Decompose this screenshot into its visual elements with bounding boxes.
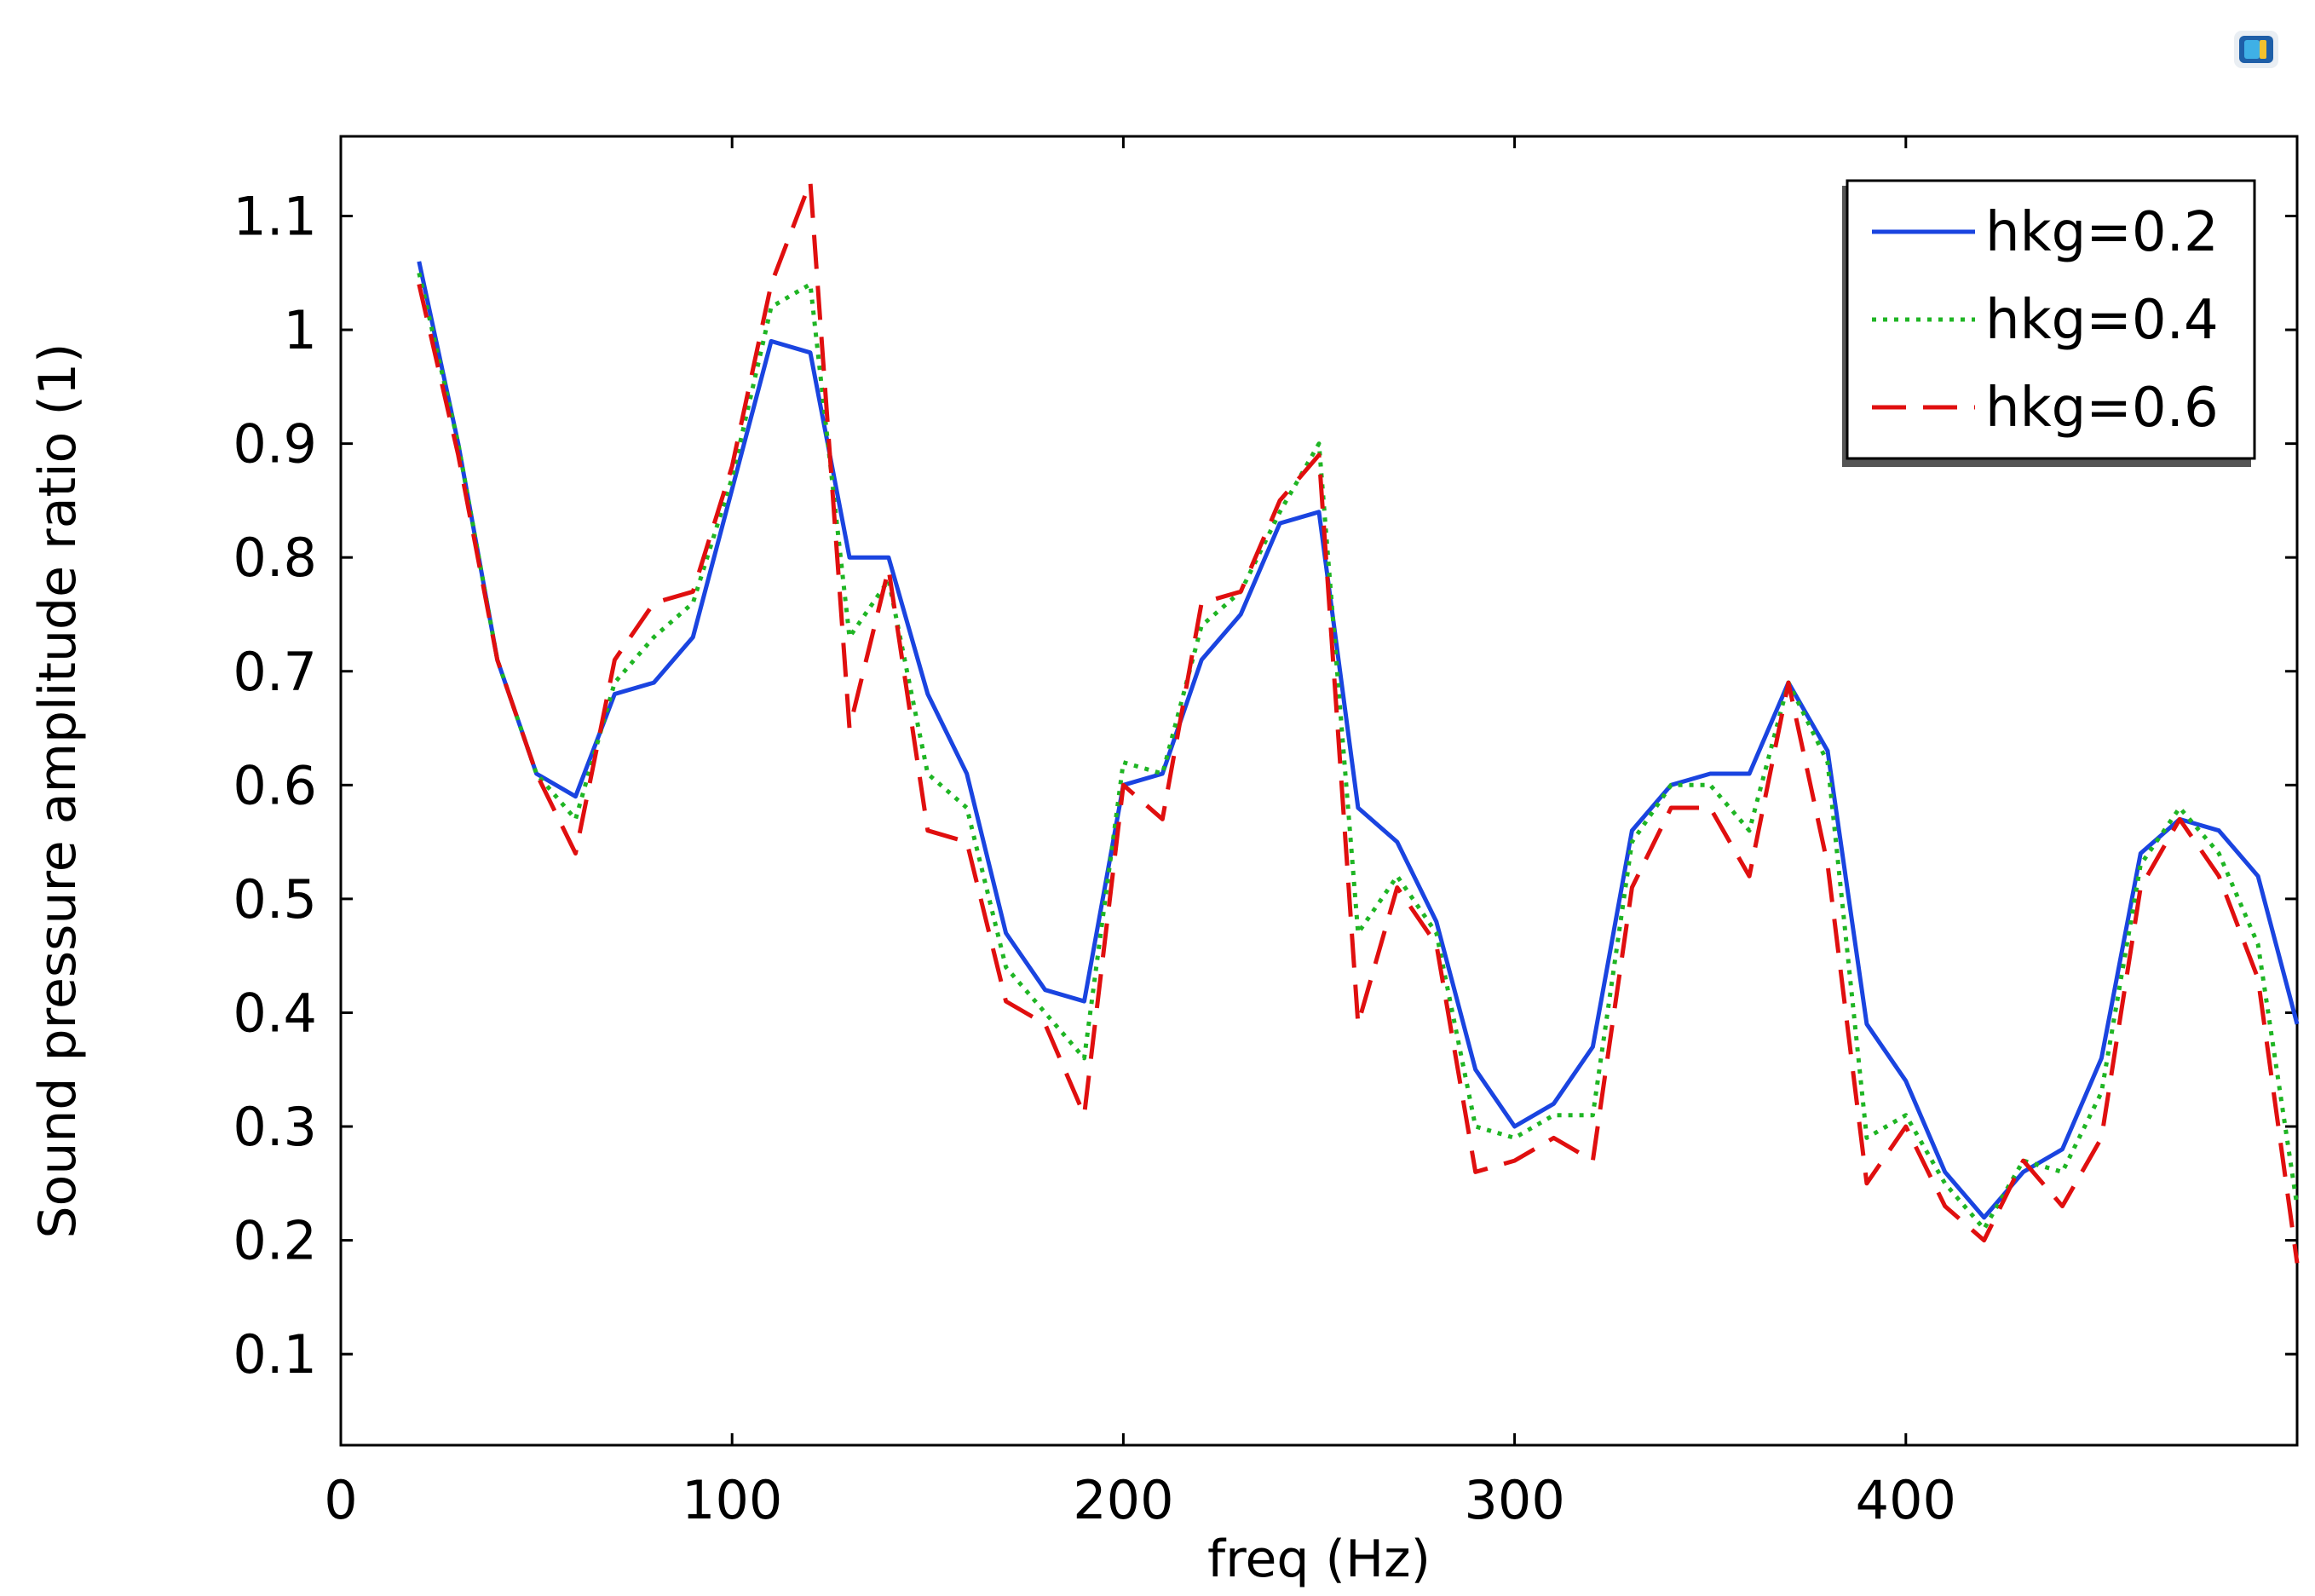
- legend-label: hkg=0.6: [1985, 377, 2219, 440]
- x-axis-label: freq (Hz): [1207, 1530, 1431, 1589]
- y-tick-label: 0.6: [233, 754, 317, 816]
- series-line-1: [417, 261, 2300, 1220]
- legend-items: hkg=0.2 hkg=0.4 hkg=0.6: [1872, 201, 2219, 440]
- x-tick-label: 200: [1073, 1469, 1173, 1531]
- legend-label: hkg=0.4: [1985, 289, 2219, 352]
- x-tick-label: 300: [1464, 1469, 1564, 1531]
- series-line-3: [417, 179, 2300, 1264]
- x-tick-label: 400: [1856, 1469, 1956, 1531]
- legend: hkg=0.2 hkg=0.4 hkg=0.6: [1842, 179, 2256, 467]
- y-tick-label: 0.7: [233, 641, 317, 703]
- y-tick-label: 0.2: [233, 1210, 317, 1272]
- legend-label: hkg=0.2: [1985, 201, 2219, 264]
- y-tick-label: 0.9: [233, 413, 317, 475]
- x-tick-label: 100: [682, 1469, 782, 1531]
- y-tick-label: 0.5: [233, 868, 317, 931]
- axes: 0.1 0.2 0.3 0.4 0.5 0.6 0.7 0.8 0.9 1 1.1 0 100 200 30…: [233, 136, 2297, 1531]
- y-axis-label: Sound pressure amplitude ratio (1): [28, 343, 88, 1239]
- y-tick-label: 0.1: [233, 1323, 317, 1386]
- legend-box: [1846, 179, 2256, 460]
- y-tick-label: 0.4: [233, 982, 317, 1044]
- y-tick-label: 0.3: [233, 1096, 317, 1158]
- app-logo-icon: [2234, 31, 2278, 68]
- y-tick-label: 1: [284, 299, 317, 361]
- y-tick-label: 0.8: [233, 527, 317, 589]
- y-tick-label: 1.1: [233, 185, 317, 247]
- x-tick-label: 0: [324, 1469, 357, 1531]
- series-lines: [417, 179, 2300, 1264]
